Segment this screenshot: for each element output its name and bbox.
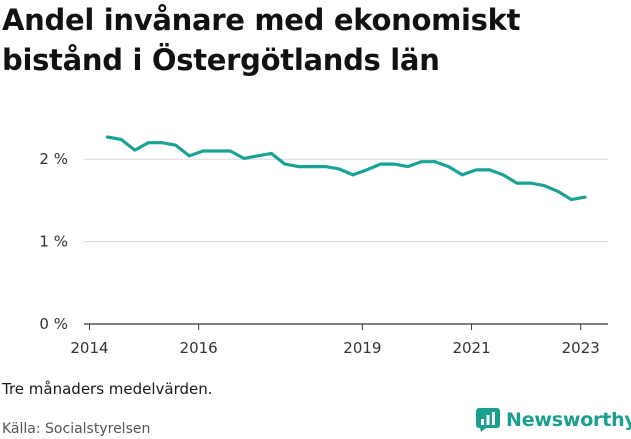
- data-point: [215, 149, 219, 153]
- data-point: [242, 157, 246, 160]
- data-point: [174, 143, 178, 147]
- y-tick-label: 1 %: [39, 233, 68, 251]
- data-point: [365, 168, 369, 172]
- data-point: [133, 148, 137, 152]
- footnote: Tre månaders medelvärden.: [2, 380, 213, 398]
- data-point: [447, 165, 450, 169]
- data-point: [106, 135, 109, 139]
- data-point: [515, 181, 519, 185]
- data-point: [474, 168, 478, 172]
- data-point: [351, 173, 355, 177]
- data-point: [433, 160, 437, 164]
- series-layer: [105, 135, 587, 202]
- brand-name: Newsworthy: [506, 409, 631, 431]
- data-point: [583, 195, 587, 199]
- data-point: [406, 165, 410, 169]
- data-point: [187, 154, 191, 158]
- x-tick-label: 2016: [180, 339, 218, 357]
- x-axis: 2014 2016 2019 2021 2023: [70, 324, 600, 357]
- y-tick-label: 2 %: [39, 150, 68, 168]
- series-line: [105, 135, 587, 202]
- data-point: [228, 149, 232, 153]
- x-tick-label: 2014: [70, 339, 108, 357]
- y-axis: 0 % 1 % 2 %: [39, 150, 68, 333]
- data-point: [310, 165, 314, 169]
- data-point: [297, 165, 300, 169]
- x-tick-label: 2021: [452, 339, 490, 357]
- brand-logo[interactable]: Newsworthy: [476, 408, 631, 432]
- data-point: [283, 162, 287, 166]
- y-tick-label: 0 %: [39, 315, 68, 333]
- bar-chart-icon: [476, 408, 500, 432]
- gridlines: [84, 158, 608, 325]
- data-point: [256, 154, 259, 158]
- chart-title: Andel invånare med ekonomiskt bistånd i …: [2, 3, 521, 77]
- data-point: [488, 168, 491, 172]
- data-point: [570, 198, 573, 202]
- data-point: [501, 173, 505, 177]
- data-point: [201, 149, 205, 153]
- data-point: [160, 141, 164, 145]
- data-point: [379, 162, 382, 166]
- data-point: [542, 184, 546, 188]
- data-point: [269, 152, 273, 155]
- x-tick-label: 2023: [562, 339, 600, 357]
- x-tick-label: 2019: [343, 339, 381, 357]
- data-point: [529, 181, 532, 185]
- data-point: [338, 167, 341, 171]
- data-point: [460, 173, 464, 177]
- data-point: [556, 189, 560, 193]
- data-point: [324, 165, 328, 169]
- data-point: [392, 162, 396, 166]
- data-point: [119, 138, 123, 141]
- data-point: [419, 160, 423, 164]
- source-credit: Källa: Socialstyrelsen: [2, 421, 151, 437]
- data-point: [147, 141, 150, 145]
